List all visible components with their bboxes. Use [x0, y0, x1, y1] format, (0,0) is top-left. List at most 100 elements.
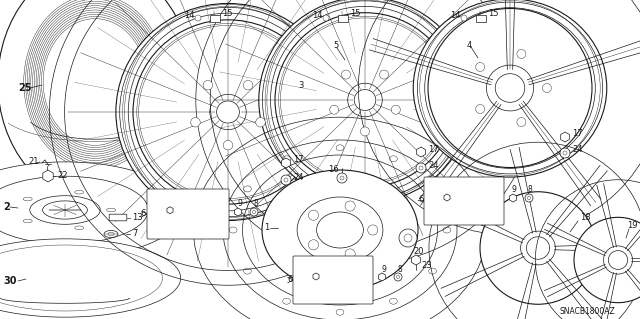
Circle shape — [154, 209, 159, 214]
Circle shape — [394, 273, 402, 281]
Text: 15: 15 — [222, 9, 232, 18]
Text: 8: 8 — [253, 199, 258, 209]
Ellipse shape — [216, 101, 239, 123]
Text: 1: 1 — [264, 224, 269, 233]
Ellipse shape — [107, 208, 116, 212]
Polygon shape — [282, 158, 291, 168]
Text: 8: 8 — [528, 186, 532, 195]
Circle shape — [281, 175, 291, 185]
Ellipse shape — [520, 231, 556, 265]
Text: 21: 21 — [28, 158, 38, 167]
Polygon shape — [43, 170, 53, 182]
Bar — [338, 15, 348, 22]
FancyBboxPatch shape — [147, 189, 229, 239]
Text: 6: 6 — [418, 196, 424, 204]
Text: 2: 2 — [3, 202, 10, 212]
Circle shape — [191, 117, 200, 127]
Ellipse shape — [495, 74, 525, 102]
Ellipse shape — [0, 239, 180, 317]
Ellipse shape — [0, 256, 130, 300]
Text: 9: 9 — [512, 186, 517, 195]
Polygon shape — [378, 273, 385, 281]
Bar — [476, 15, 486, 22]
Circle shape — [431, 196, 435, 201]
Polygon shape — [234, 208, 241, 216]
Ellipse shape — [486, 65, 534, 111]
Text: 10: 10 — [153, 190, 163, 199]
Text: 14: 14 — [450, 11, 461, 19]
Circle shape — [330, 105, 339, 114]
Circle shape — [542, 84, 552, 93]
Text: 14: 14 — [312, 11, 323, 19]
Ellipse shape — [604, 246, 632, 274]
Ellipse shape — [43, 201, 88, 219]
Ellipse shape — [428, 9, 592, 167]
Ellipse shape — [348, 83, 382, 117]
Text: 20: 20 — [413, 248, 424, 256]
Ellipse shape — [75, 190, 84, 194]
Ellipse shape — [23, 219, 32, 223]
Ellipse shape — [210, 94, 246, 130]
FancyBboxPatch shape — [424, 177, 504, 225]
Ellipse shape — [23, 0, 167, 170]
FancyBboxPatch shape — [293, 256, 373, 304]
Ellipse shape — [120, 7, 336, 217]
Ellipse shape — [23, 197, 32, 201]
Polygon shape — [509, 194, 516, 202]
Text: 12: 12 — [158, 231, 168, 240]
Text: 3: 3 — [298, 80, 303, 90]
Text: 17: 17 — [293, 155, 303, 165]
Circle shape — [300, 275, 305, 280]
Circle shape — [203, 80, 212, 90]
Ellipse shape — [0, 0, 192, 201]
Text: 7: 7 — [132, 229, 138, 239]
Ellipse shape — [526, 237, 550, 259]
Text: 12: 12 — [304, 295, 314, 305]
Circle shape — [525, 194, 533, 202]
Circle shape — [342, 70, 351, 79]
Text: 18: 18 — [580, 213, 591, 222]
Ellipse shape — [133, 20, 323, 204]
Circle shape — [157, 226, 163, 234]
Text: 6: 6 — [140, 210, 145, 219]
Circle shape — [399, 229, 417, 247]
Ellipse shape — [30, 196, 100, 224]
Text: 25: 25 — [18, 83, 31, 93]
Ellipse shape — [574, 217, 640, 303]
FancyBboxPatch shape — [109, 214, 127, 221]
Circle shape — [391, 105, 400, 114]
Circle shape — [308, 240, 319, 250]
Circle shape — [345, 249, 355, 259]
Ellipse shape — [480, 192, 596, 304]
Ellipse shape — [275, 13, 455, 187]
Bar — [210, 15, 220, 22]
Polygon shape — [444, 194, 450, 201]
Circle shape — [416, 163, 426, 173]
Circle shape — [436, 196, 442, 201]
Text: 11: 11 — [314, 257, 323, 266]
Circle shape — [368, 225, 378, 235]
Circle shape — [308, 210, 319, 220]
Text: 16: 16 — [328, 166, 339, 174]
Ellipse shape — [262, 170, 418, 290]
Text: 15: 15 — [488, 9, 499, 18]
Circle shape — [195, 15, 201, 21]
Polygon shape — [313, 273, 319, 280]
Text: 12: 12 — [435, 217, 445, 226]
Polygon shape — [412, 255, 420, 265]
Text: 23: 23 — [421, 262, 431, 271]
Text: 11: 11 — [168, 190, 177, 199]
Text: 4: 4 — [467, 41, 472, 49]
Circle shape — [303, 292, 310, 299]
Text: 9: 9 — [381, 264, 386, 273]
Text: 24: 24 — [572, 145, 582, 154]
Text: 9: 9 — [237, 199, 242, 209]
Text: 8: 8 — [397, 264, 402, 273]
Circle shape — [517, 117, 526, 127]
Circle shape — [256, 117, 265, 127]
Text: 30: 30 — [3, 276, 17, 286]
Text: 10: 10 — [430, 179, 440, 188]
Circle shape — [380, 70, 388, 79]
Circle shape — [360, 127, 369, 136]
Text: 24: 24 — [428, 160, 438, 169]
